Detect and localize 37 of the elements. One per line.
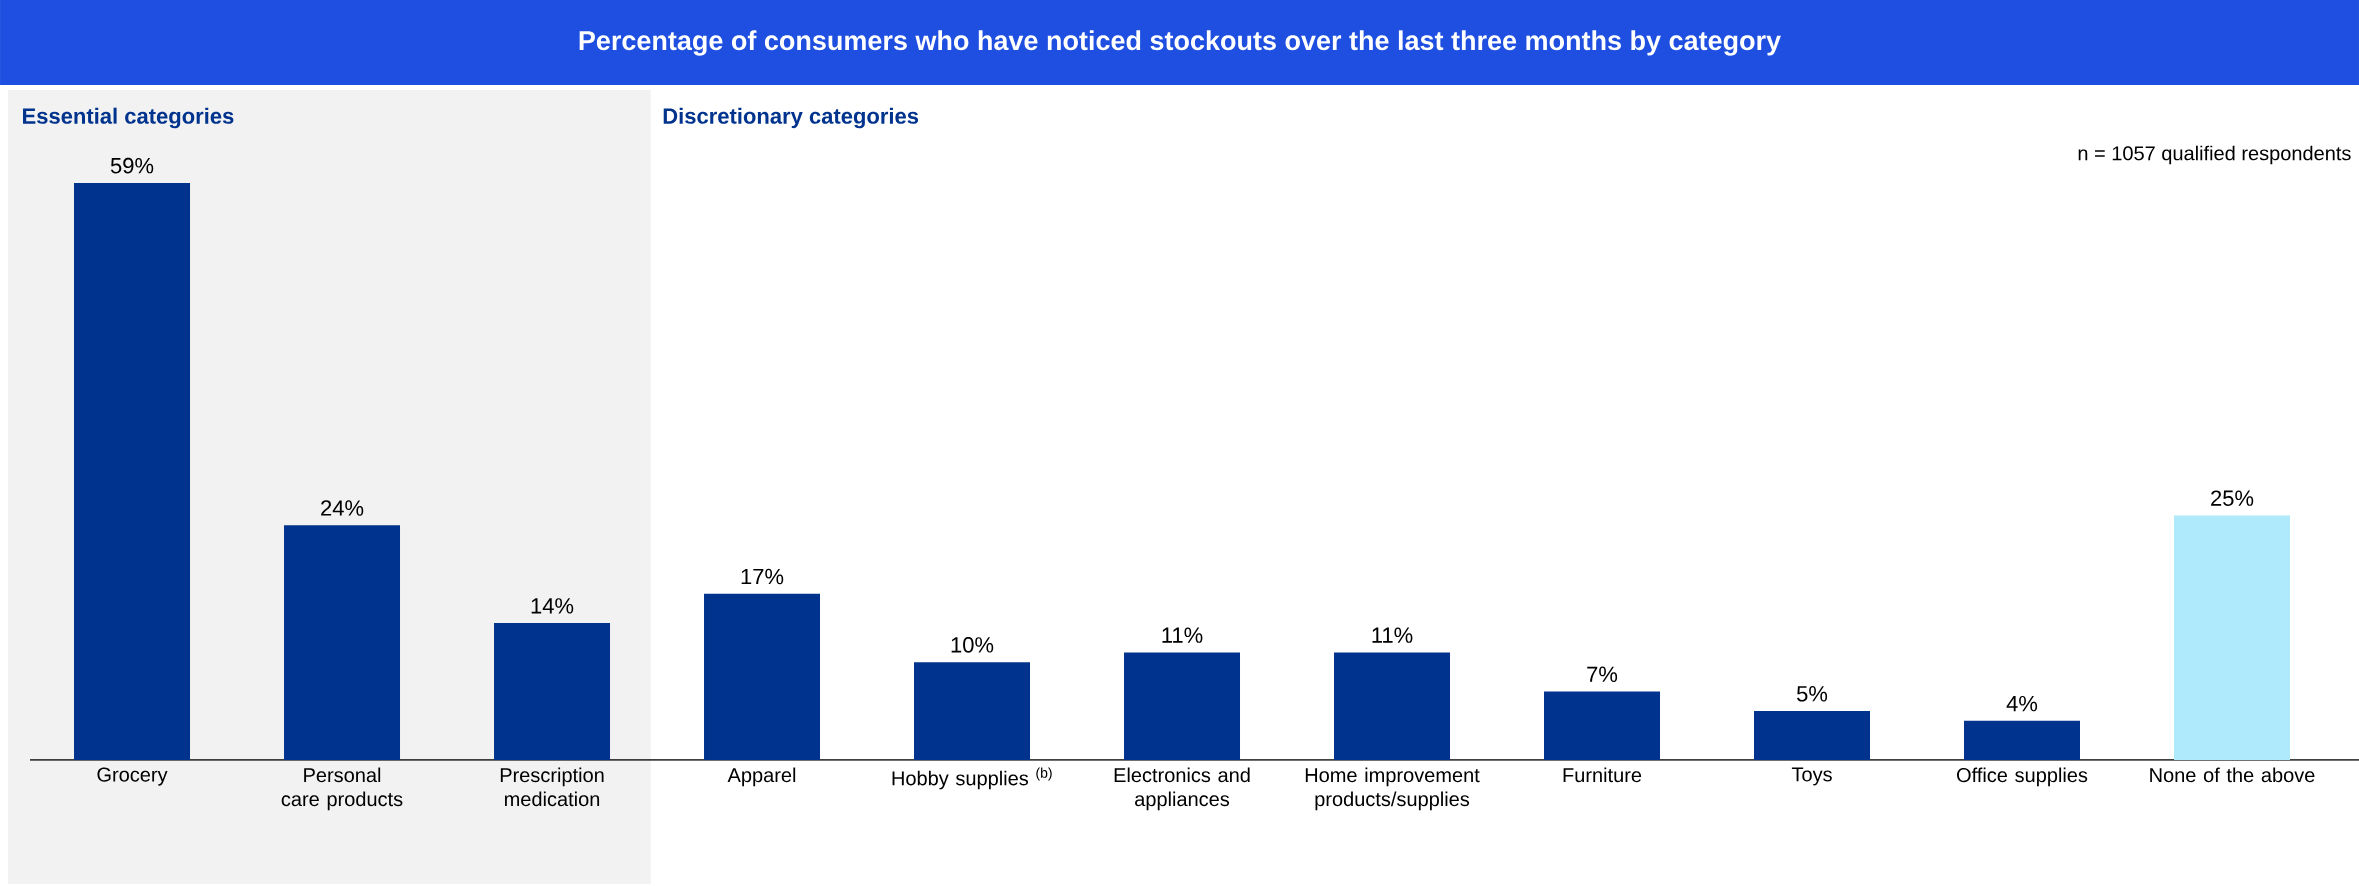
bar	[2174, 515, 2291, 760]
x-tick-label: Home improvement products/supplies	[1305, 767, 1480, 811]
data-label: 11%	[1372, 627, 1413, 643]
text: n = 1057 qualified respondents	[2078, 145, 2351, 165]
data-label: 24%	[321, 500, 364, 516]
data-label: 4%	[2006, 695, 2038, 712]
x-tick-label: Apparel	[727, 767, 796, 787]
chart-title: Percentage of consumers who have noticed stockouts over the last three months by category	[579, 30, 1781, 56]
bar	[1544, 691, 1661, 760]
x-tick-label: Electronics and appliances	[1114, 767, 1250, 811]
bar	[74, 182, 191, 760]
data-label: 59%	[110, 157, 154, 174]
bar	[1124, 652, 1241, 760]
data-label: 7%	[1587, 666, 1618, 682]
x-tick-label: Toys	[1791, 767, 1832, 786]
data-label: 25%	[2211, 490, 2254, 506]
x-tick-label: Office supplies	[1956, 767, 2088, 787]
data-label: 5%	[1796, 686, 1828, 702]
data-label: 10%	[951, 637, 994, 653]
bar	[1334, 652, 1451, 760]
x-tick-label: Furniture	[1563, 767, 1642, 783]
bar	[284, 525, 401, 760]
x-tick-label: None of the above	[2150, 767, 2315, 783]
x-tick-label: Prescription medication	[500, 767, 604, 807]
bar	[1754, 711, 1871, 760]
x-tick-label: Hobby supplies $^{(b)}$	[892, 767, 1052, 790]
data-label: 17%	[741, 568, 784, 585]
bar	[494, 623, 611, 760]
band-label: Essential categories	[23, 107, 234, 129]
bar	[1964, 720, 2081, 760]
x-tick-label: Personal care products	[281, 767, 403, 811]
bar	[914, 662, 1031, 760]
text: Discretionary categories	[663, 107, 919, 129]
x-tick-label: Grocery	[97, 767, 168, 786]
data-label: 14%	[531, 598, 574, 614]
data-label: 11%	[1162, 627, 1203, 643]
bar	[704, 593, 821, 760]
